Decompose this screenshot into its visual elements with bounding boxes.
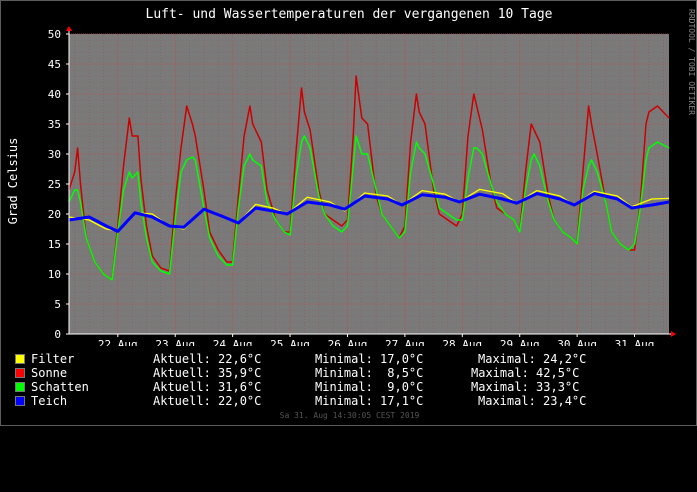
legend-max-filter: Maximal: 24,2°C xyxy=(478,352,587,366)
y-tick-label: 20 xyxy=(48,208,61,221)
y-tick-label: 50 xyxy=(48,28,61,41)
y-tick-label: 5 xyxy=(54,298,61,311)
y-tick-label: 25 xyxy=(48,178,61,191)
y-tick-label: 30 xyxy=(48,148,61,161)
legend-current-teich: Aktuell: 22,0°C xyxy=(153,394,262,408)
x-tick-label: 26 Aug xyxy=(328,338,368,346)
rrdtool-credit: RRDTOOL / TOBI OETIKER xyxy=(687,9,696,115)
y-axis-label: Grad Celsius xyxy=(6,138,20,225)
x-tick-label: 31 Aug xyxy=(615,338,655,346)
legend-swatch-sonne xyxy=(15,368,25,378)
y-tick-label: 0 xyxy=(54,328,61,341)
legend-min-teich: Minimal: 17,1°C xyxy=(315,394,424,408)
timestamp-footer: Sa 31. Aug 14:30:05 CEST 2019 xyxy=(279,411,420,420)
legend-row-schatten: Schatten Aktuell: 31,6°C Minimal: 9,0°C … xyxy=(15,380,615,394)
chart-title: Luft- und Wassertemperaturen der vergang… xyxy=(146,7,553,22)
legend-max-sonne: Maximal: 42,5°C xyxy=(471,366,580,380)
legend-swatch-teich xyxy=(15,396,25,406)
temperature-chart: 0 5 10 15 20 25 30 35 40 45 50 22 Aug 23 Aug 24 Aug 25… xyxy=(6,7,696,346)
x-tick-label: 23 Aug xyxy=(155,338,195,346)
legend-row-teich: Teich Aktuell: 22,0°C Minimal: 17,1°C Ma… xyxy=(15,394,615,408)
graph-frame: 0 5 10 15 20 25 30 35 40 45 50 22 Aug 23 Aug 24 Aug 25… xyxy=(0,0,697,426)
legend-label-sonne: Sonne xyxy=(31,366,68,380)
x-tick-label: 29 Aug xyxy=(500,338,540,346)
x-tick-label: 24 Aug xyxy=(213,338,253,346)
legend-label-schatten: Schatten xyxy=(31,380,89,394)
y-tick-label: 35 xyxy=(48,118,61,131)
x-tick-label: 25 Aug xyxy=(270,338,310,346)
legend-min-schatten: Minimal: 9,0°C xyxy=(315,380,424,394)
x-tick-label: 30 Aug xyxy=(557,338,597,346)
legend-max-schatten: Maximal: 33,3°C xyxy=(471,380,580,394)
y-tick-label: 40 xyxy=(48,88,61,101)
legend-current-sonne: Aktuell: 35,9°C xyxy=(153,366,262,380)
x-tick-label: 28 Aug xyxy=(442,338,482,346)
y-tick-label: 15 xyxy=(48,238,61,251)
legend-label-teich: Teich xyxy=(31,394,68,408)
legend-swatch-filter xyxy=(15,354,25,364)
legend-min-filter: Minimal: 17,0°C xyxy=(315,352,424,366)
legend-max-teich: Maximal: 23,4°C xyxy=(478,394,587,408)
series-line-teich xyxy=(68,192,670,233)
legend-min-sonne: Minimal: 8,5°C xyxy=(315,366,424,380)
x-tick-label: 22 Aug xyxy=(98,338,138,346)
legend-row-filter: Filter Aktuell: 22,6°C Minimal: 17,0°C M… xyxy=(15,352,615,366)
legend-current-filter: Aktuell: 22,6°C xyxy=(153,352,262,366)
y-tick-label: 10 xyxy=(48,268,61,281)
y-tick-label: 45 xyxy=(48,58,61,71)
legend-row-sonne: Sonne Aktuell: 35,9°C Minimal: 8,5°C Max… xyxy=(15,366,615,380)
legend-label-filter: Filter xyxy=(31,352,75,366)
x-tick-label: 27 Aug xyxy=(385,338,425,346)
legend-current-schatten: Aktuell: 31,6°C xyxy=(153,380,262,394)
series-line-schatten xyxy=(68,135,670,281)
y-axis-arrow xyxy=(66,26,72,31)
legend-swatch-schatten xyxy=(15,382,25,392)
x-axis-arrow xyxy=(671,331,676,337)
